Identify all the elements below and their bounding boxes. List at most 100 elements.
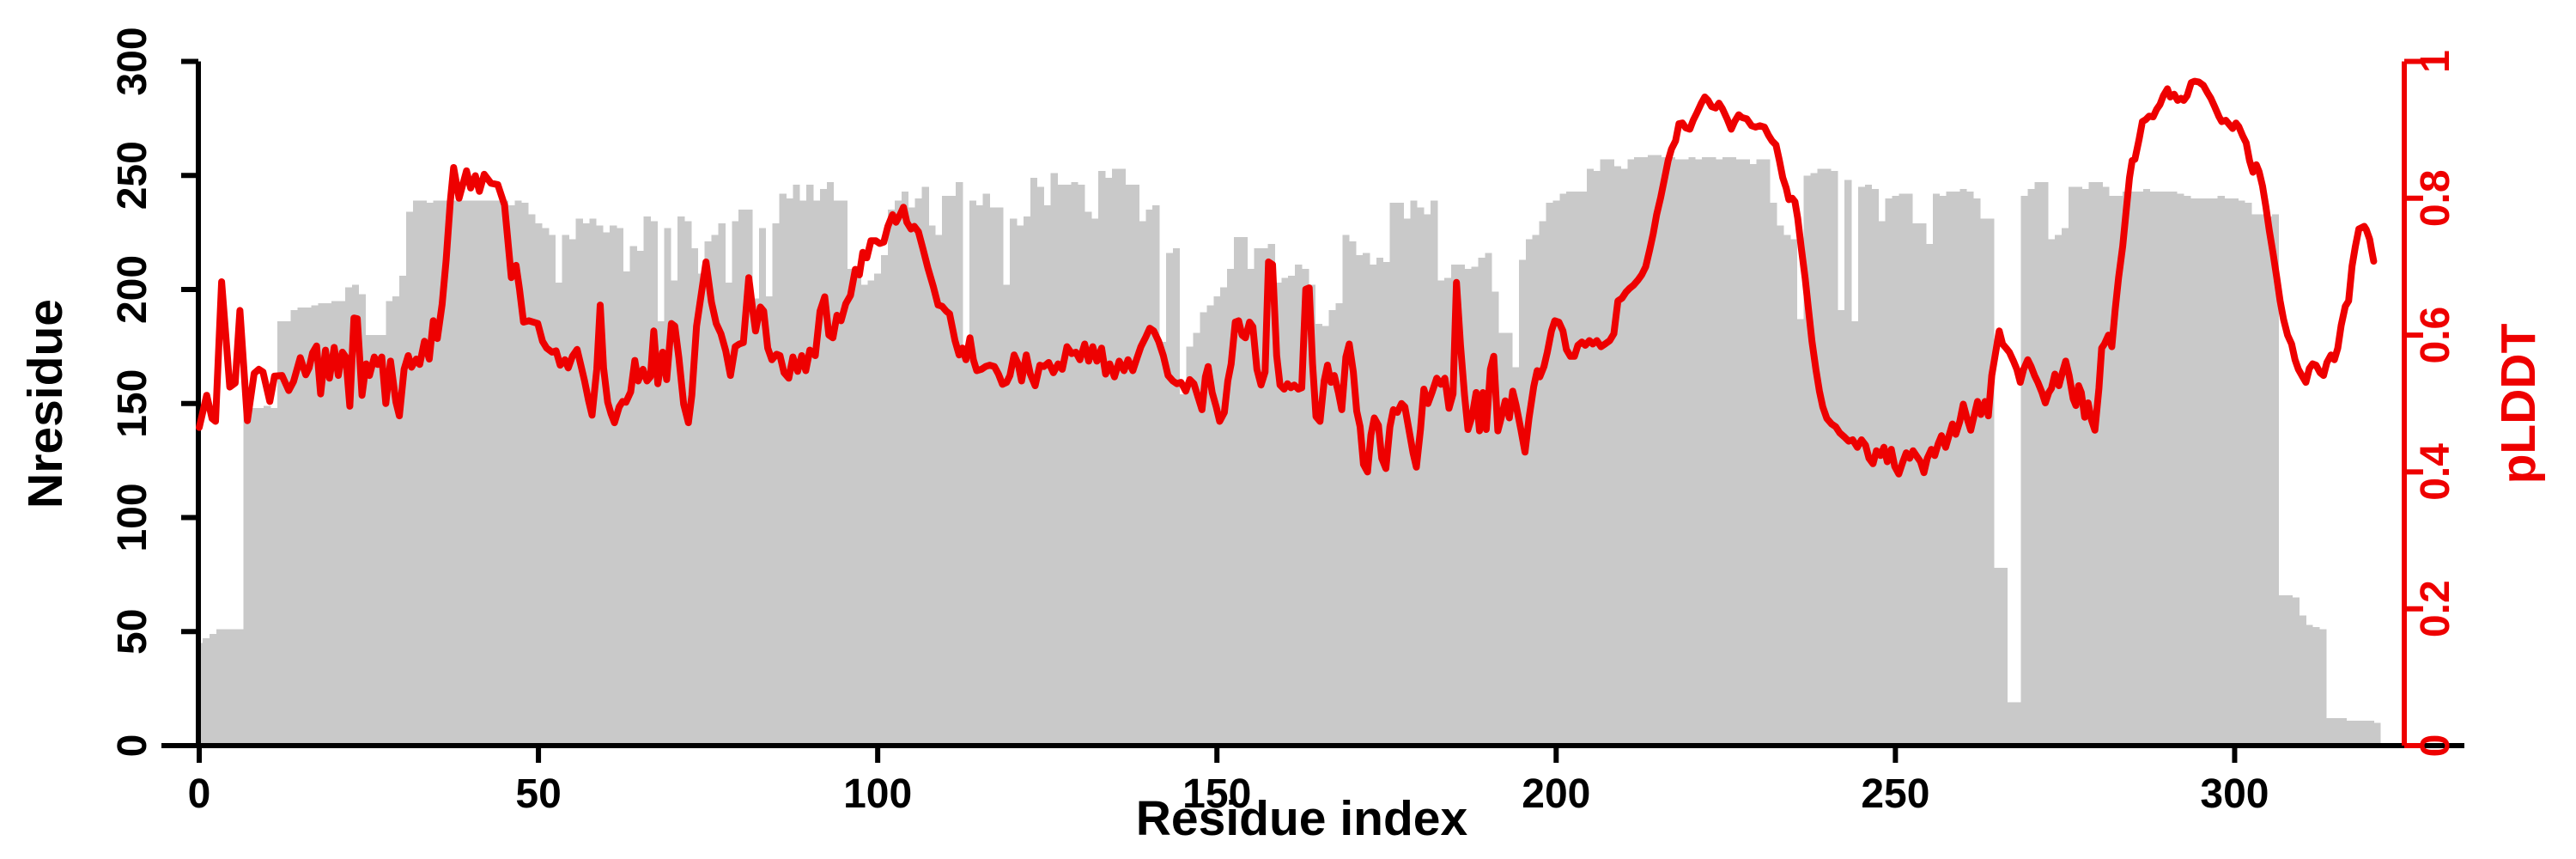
bar — [582, 223, 590, 746]
bar — [1410, 200, 1418, 746]
bar — [209, 633, 217, 746]
bar — [1803, 175, 1811, 746]
bar — [311, 305, 319, 746]
bar — [1457, 264, 1465, 746]
bar — [908, 207, 915, 746]
bar — [2245, 203, 2252, 746]
bar — [874, 273, 882, 746]
bar — [236, 629, 244, 746]
bar — [2292, 597, 2300, 746]
bar — [203, 638, 210, 746]
bar — [1478, 257, 1485, 746]
bar — [453, 200, 461, 746]
bar — [1234, 236, 1242, 746]
bar — [1342, 235, 1350, 746]
bar — [1756, 159, 1764, 746]
y-tick-label: 100 — [110, 483, 155, 551]
bar — [1437, 280, 1445, 746]
bar — [2184, 196, 2191, 746]
bar — [1281, 277, 1289, 746]
bar — [603, 232, 611, 746]
x-tick-label: 100 — [843, 771, 912, 817]
bar — [1389, 203, 1397, 746]
y-tick-label: 0 — [110, 734, 155, 758]
bar — [1681, 159, 1689, 746]
bar — [1905, 193, 1913, 746]
bar — [1518, 259, 1527, 746]
bar — [283, 321, 292, 746]
bar — [975, 204, 983, 746]
bar — [2048, 239, 2056, 746]
bar — [2116, 196, 2123, 746]
bar — [575, 218, 583, 746]
y-tick-label: 150 — [110, 369, 155, 438]
bar — [1789, 239, 1798, 746]
bar — [562, 235, 569, 746]
bar — [528, 214, 536, 746]
bar — [2034, 182, 2042, 746]
bar — [847, 269, 854, 746]
bar — [250, 408, 258, 746]
bar — [962, 350, 970, 746]
y-axis-title: Nresidue — [18, 299, 73, 509]
bar — [1763, 159, 1771, 746]
bar — [2278, 594, 2287, 746]
bar — [2142, 189, 2151, 746]
bar — [833, 200, 841, 746]
bar — [198, 643, 206, 746]
bar — [1932, 193, 1941, 746]
bar — [1627, 159, 1635, 746]
bar — [623, 271, 631, 746]
bar — [935, 235, 943, 746]
bar — [806, 184, 814, 746]
bar — [1057, 184, 1065, 746]
bar — [2027, 189, 2035, 746]
bar — [779, 193, 787, 746]
bar — [344, 287, 353, 746]
bar — [1118, 168, 1126, 746]
bar — [1424, 214, 1431, 746]
bar — [616, 228, 624, 746]
bar — [1139, 221, 1146, 746]
bar — [1220, 287, 1228, 746]
bar — [1104, 177, 1113, 746]
bar — [406, 211, 414, 746]
bar — [338, 301, 346, 746]
x-tick-label: 150 — [1182, 771, 1251, 817]
bar — [1043, 204, 1051, 746]
bar — [1498, 332, 1506, 746]
bar — [1471, 266, 1479, 746]
bar — [1315, 323, 1323, 746]
bar — [542, 228, 550, 746]
bar — [216, 629, 224, 746]
y2-tick-label: 0.6 — [2413, 307, 2458, 364]
bar — [1450, 264, 1459, 746]
bar — [2319, 629, 2327, 746]
bar — [2000, 567, 2008, 746]
y2-tick-label: 0.2 — [2413, 580, 2458, 637]
bar — [1851, 321, 1859, 746]
bar — [1240, 236, 1249, 746]
bar — [1844, 180, 1852, 746]
bar — [1525, 239, 1534, 746]
bar — [507, 204, 515, 746]
bar — [1084, 211, 1092, 746]
bar — [745, 210, 753, 746]
bar — [1274, 283, 1282, 746]
bar — [2102, 186, 2110, 746]
bar — [243, 412, 251, 746]
x-tick-label: 50 — [515, 771, 561, 817]
bar — [1980, 218, 1988, 746]
bar — [1308, 284, 1316, 746]
bar — [1620, 168, 1628, 746]
bar — [1654, 155, 1662, 746]
bar — [297, 308, 305, 746]
bar — [636, 250, 644, 746]
bar — [2251, 214, 2259, 746]
bar — [888, 210, 896, 746]
bar — [2007, 702, 2015, 746]
bar — [1796, 319, 1805, 746]
bar — [2353, 720, 2360, 746]
bar — [1267, 243, 1275, 746]
